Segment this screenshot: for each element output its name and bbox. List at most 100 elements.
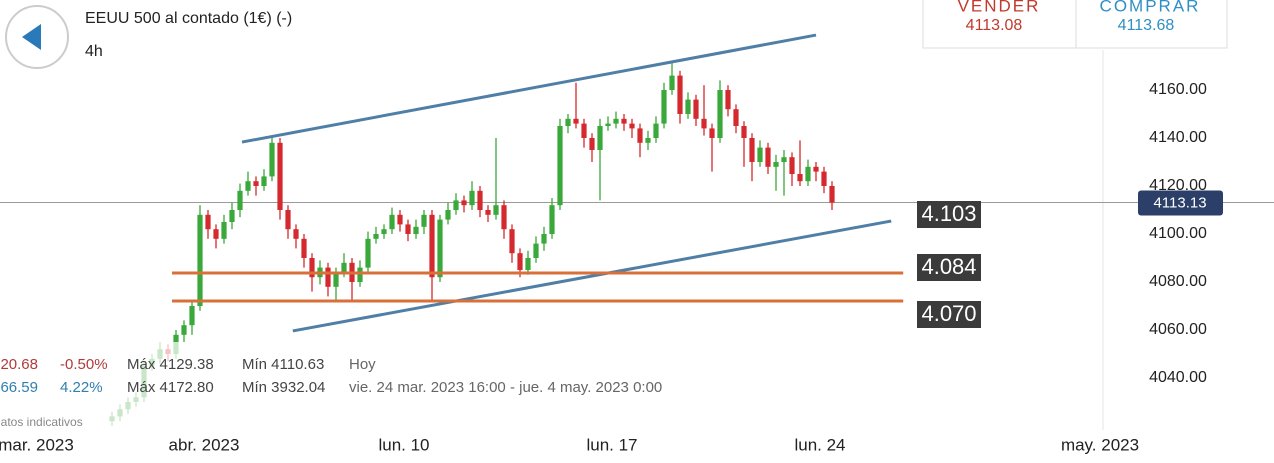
candle-body	[453, 200, 459, 210]
back-icon	[22, 24, 41, 50]
candle-body	[197, 214, 203, 306]
candle-body	[621, 118, 627, 124]
candle-body	[725, 90, 731, 110]
last-price-box	[1138, 190, 1223, 216]
candle-body	[757, 147, 763, 162]
change: 66.59	[0, 379, 38, 396]
candle-body	[805, 166, 811, 182]
info-overlay	[0, 342, 740, 432]
candle-body	[677, 75, 683, 114]
candle-body	[661, 90, 667, 124]
candle-body	[421, 214, 427, 227]
candle-body	[669, 75, 675, 90]
candle-body	[325, 267, 331, 287]
candle-body	[597, 126, 603, 150]
candle-body	[365, 238, 371, 268]
candle-body	[229, 210, 235, 222]
candle-body	[517, 253, 523, 270]
candle-body	[797, 174, 803, 182]
candle-body	[813, 166, 819, 172]
period: Hoy	[349, 356, 376, 373]
trend-line	[241, 33, 817, 144]
candle-body	[221, 222, 227, 239]
candle-body	[645, 138, 651, 143]
candle-body	[773, 162, 779, 167]
candle-body	[629, 123, 635, 129]
buy-price: 4113.68	[1118, 17, 1175, 34]
candle-body	[237, 190, 243, 210]
candle-body	[733, 109, 739, 126]
y-tick-label: 4080.00	[1149, 273, 1207, 290]
candle-body	[405, 224, 411, 234]
candle-body	[821, 171, 827, 186]
candle-body	[381, 229, 387, 234]
candle-body	[709, 128, 715, 138]
candle-body	[253, 181, 259, 186]
x-tick-label: abr. 2023	[169, 435, 240, 454]
x-tick-label: lun. 24	[794, 435, 845, 454]
change-pct: 4.22%	[60, 379, 103, 396]
candle-body	[613, 118, 619, 124]
x-tick-label: may. 2023	[1061, 435, 1139, 454]
sell-price: 4113.08	[966, 17, 1023, 34]
candle-body	[741, 126, 747, 138]
sell-button[interactable]	[922, 0, 1077, 49]
y-tick-label: 4120.00	[1149, 177, 1207, 194]
high: Máx 4129.38	[127, 356, 214, 373]
candle-body	[581, 123, 587, 138]
y-tick-label: 4060.00	[1149, 321, 1207, 338]
candle-body	[285, 210, 291, 230]
y-tick-label: 4140.00	[1149, 129, 1207, 146]
price-tag: 4.070	[921, 301, 976, 326]
candle-body	[573, 118, 579, 124]
candle-body	[309, 258, 315, 278]
instrument-title: EEUU 500 al contado (1€) (-)	[85, 10, 292, 27]
candle-body	[373, 234, 379, 239]
candle-body	[301, 238, 307, 258]
sell-label: VENDER	[958, 0, 1041, 15]
price-tag-box	[917, 201, 981, 228]
price-tag-box	[917, 301, 981, 328]
x-tick-label: lun. 10	[378, 435, 429, 454]
x-tick-label: lun. 17	[586, 435, 637, 454]
interval: 4h	[85, 43, 103, 60]
candle-body	[693, 99, 699, 119]
period: vie. 24 mar. 2023 16:00 - jue. 4 may. 20…	[349, 379, 662, 396]
candle-body	[781, 157, 787, 162]
candle-body	[533, 243, 539, 258]
candle-body	[765, 147, 771, 167]
candle-body	[189, 306, 195, 326]
y-tick-label: 4160.00	[1149, 81, 1207, 98]
candle-body	[789, 157, 795, 174]
candle-body	[485, 210, 491, 215]
candle-body	[445, 210, 451, 220]
candle-body	[717, 90, 723, 138]
buy-button[interactable]	[1075, 0, 1228, 49]
candle-body	[557, 126, 563, 206]
candle-body	[413, 226, 419, 234]
change-pct: -0.50%	[60, 356, 108, 373]
price-tag: 4.103	[921, 201, 976, 226]
candle-body	[829, 186, 835, 203]
candle-body	[277, 142, 283, 210]
candle-body	[333, 272, 339, 287]
candle-body	[589, 138, 595, 150]
candle-body	[509, 229, 515, 254]
price-tag: 4.084	[921, 254, 976, 279]
footnote: Datos indicativos	[0, 415, 83, 429]
candle-body	[357, 267, 363, 282]
candle-body	[181, 325, 187, 335]
trend-line	[292, 219, 892, 333]
candle-body	[501, 205, 507, 230]
candle-body	[685, 99, 691, 114]
candle-body	[213, 229, 219, 239]
y-tick-label: 4040.00	[1149, 369, 1207, 386]
candle-body	[429, 214, 435, 278]
buy-label: COMPRAR	[1100, 0, 1201, 15]
candle-body	[341, 262, 347, 273]
candle-body	[541, 234, 547, 244]
candle-body	[205, 214, 211, 230]
candle-body	[269, 142, 275, 177]
candle-body	[493, 205, 499, 215]
